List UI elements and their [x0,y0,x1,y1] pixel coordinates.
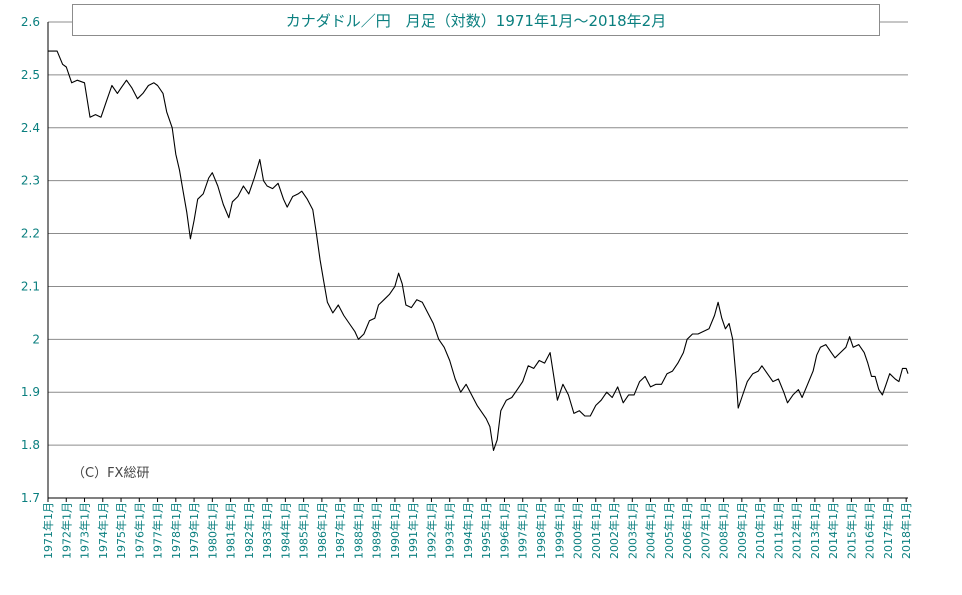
x-tick-label: 1989年1月 [370,502,384,559]
y-tick-label: 1.8 [21,438,40,452]
x-tick-label: 1999年1月 [552,502,566,559]
y-tick-label: 2.6 [21,15,40,29]
x-tick-label: 2008年1月 [717,502,731,559]
x-tick-label: 2001年1月 [589,502,603,559]
x-tick-label: 2000年1月 [571,502,585,559]
gridlines [48,21,908,499]
x-tick-label: 2004年1月 [644,502,658,559]
x-tick-label: 1972年1月 [59,502,73,559]
y-tick-label: 2.3 [21,174,40,188]
x-tick-label: 1984年1月 [278,502,292,559]
x-tick-label: 2009年1月 [735,502,749,559]
x-tick-label: 1977年1月 [151,502,165,559]
x-tick-label: 2017年1月 [881,502,895,559]
x-tick-label: 1987年1月 [333,502,347,559]
x-tick-label: 1981年1月 [224,502,238,559]
x-tick-label: 2011年1月 [771,502,785,559]
x-tick-label: 1990年1月 [388,502,402,559]
y-tick-labels: 1.7 1.8 1.9 2 2.1 2.2 2.3 2.4 2.5 2.6 [21,15,40,505]
x-tick-label: 1997年1月 [516,502,530,559]
x-tick-label: 1986年1月 [315,502,329,559]
x-tick-label: 1996年1月 [497,502,511,559]
copyright-watermark: （C）FX総研 [72,466,150,481]
x-tick-label: 2014年1月 [826,502,840,559]
x-tick-label: 2010年1月 [753,502,767,559]
x-tick-label: 1985年1月 [297,502,311,559]
x-tick-label: 2016年1月 [863,502,877,559]
x-tick-labels: 1971年1月 1972年1月 1973年1月 1974年1月 1975年1月 1976年… [41,498,913,559]
y-tick-label: 2 [32,332,40,346]
y-tick-label: 2.2 [21,227,40,241]
x-tick-label: 2005年1月 [662,502,676,559]
x-tick-label: 1976年1月 [132,502,146,559]
x-tick-label: 1975年1月 [114,502,128,559]
x-tick-label: 1993年1月 [443,502,457,559]
chart-title: カナダドル／円 月足（対数）1971年1月～2018年2月 [72,4,880,36]
y-tick-label: 1.9 [21,385,40,399]
x-tick-label: 1983年1月 [260,502,274,559]
x-tick-label: 1982年1月 [242,502,256,559]
x-tick-label: 2018年1月 [899,502,913,559]
x-tick-label: 2007年1月 [698,502,712,559]
x-tick-label: 1994年1月 [461,502,475,559]
x-tick-label: 2003年1月 [625,502,639,559]
x-tick-label: 1992年1月 [424,502,438,559]
chart-title-text: カナダドル／円 月足（対数）1971年1月～2018年2月 [285,11,667,30]
plot-frame [47,22,908,499]
x-tick-label: 2015年1月 [844,502,858,559]
x-tick-label: 1988年1月 [351,502,365,559]
x-tick-label: 1998年1月 [534,502,548,559]
x-tick-label: 1991年1月 [406,502,420,559]
y-tick-label: 2.1 [21,279,40,293]
x-tick-label: 1979年1月 [187,502,201,559]
x-tick-label: 1971年1月 [41,502,55,559]
x-tick-label: 1995年1月 [479,502,493,559]
y-tick-label: 1.7 [21,491,40,505]
x-tick-label: 2012年1月 [790,502,804,559]
y-tick-label: 2.4 [21,121,40,135]
x-tick-label: 2006年1月 [680,502,694,559]
x-tick-label: 2013年1月 [808,502,822,559]
y-tick-label: 2.5 [21,68,40,82]
x-tick-label: 1973年1月 [78,502,92,559]
series-line [48,50,909,451]
x-tick-label: 1978年1月 [169,502,183,559]
series-group [48,50,909,451]
x-tick-label: 1974年1月 [96,502,110,559]
x-tick-label: 2002年1月 [607,502,621,559]
x-tick-label: 1980年1月 [205,502,219,559]
